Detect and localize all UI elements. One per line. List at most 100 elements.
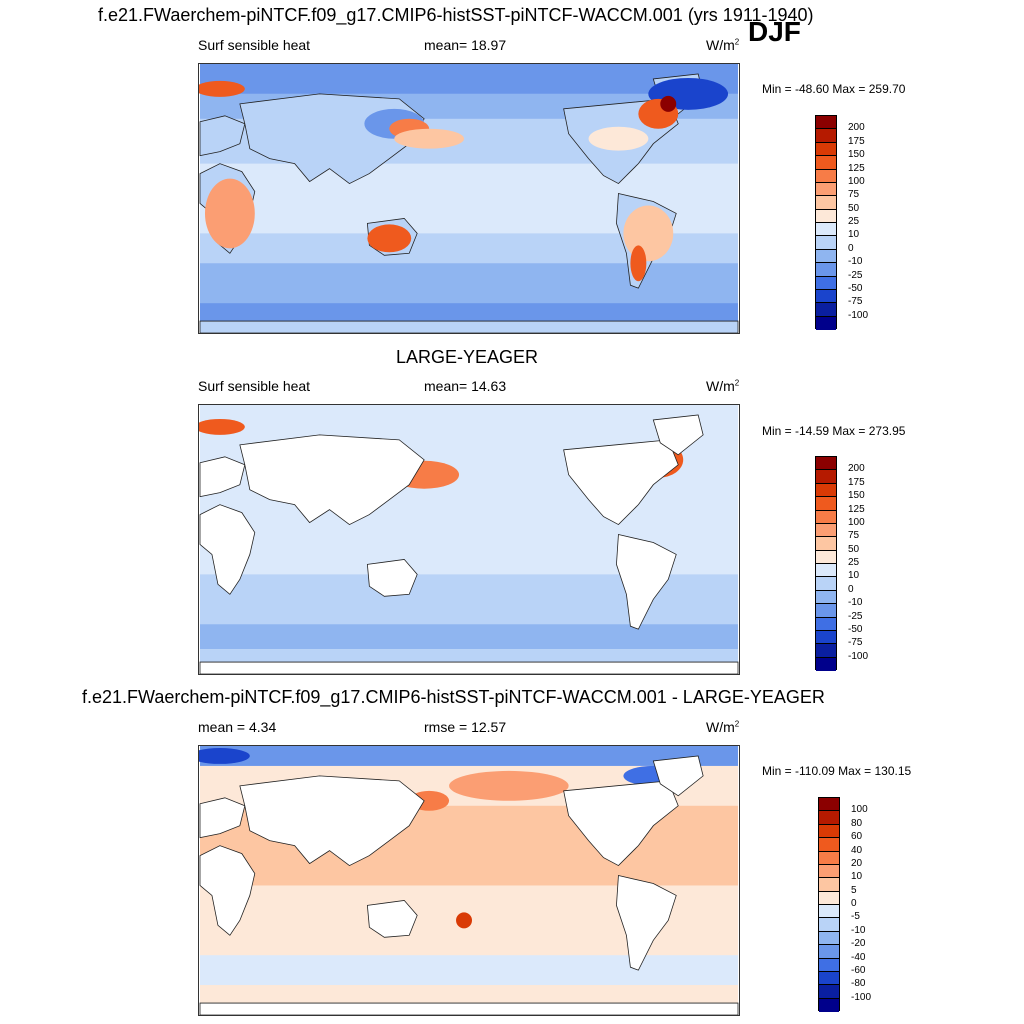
colorbar-tick-label: 40: [851, 844, 863, 856]
colorbar-tick-label: -100: [848, 650, 869, 662]
colorbar-tick-label: 0: [851, 898, 857, 909]
colorbar-segment: [816, 523, 836, 538]
colorbar-tick-label: 100: [848, 175, 865, 187]
colorbar-segment: [819, 918, 839, 932]
colorbar-tick-label: 175: [848, 476, 865, 488]
colorbar-tick-label: -10: [848, 597, 863, 609]
colorbar-segment: [816, 169, 836, 183]
coastline-antarctica: [199, 1002, 739, 1015]
coastline-samerica: [616, 534, 677, 630]
panel1-variable-label: Surf sensible heat: [198, 37, 311, 53]
colorbar-segment: [816, 303, 836, 317]
panel2-colorbar: [815, 456, 837, 671]
coastline-europe: [199, 797, 246, 839]
cold-anomaly: [199, 747, 250, 764]
panel2-map: [198, 404, 740, 675]
panel3-rmse-label: rmse = 12.57: [424, 719, 507, 735]
colorbar-segment: [816, 657, 836, 671]
colorbar-segment: [816, 236, 836, 250]
coastline-greenland: [652, 414, 704, 456]
colorbar-segment: [816, 276, 836, 290]
coastline-asia: [239, 775, 425, 867]
panel3-mean-label: mean = 4.34: [198, 719, 277, 735]
coastline-greenland: [652, 755, 704, 797]
panel1-map: [198, 63, 740, 334]
colorbar-tick-label: -60: [851, 964, 866, 976]
field-patch: [199, 80, 245, 97]
panel2-minmax-label: Min = -14.59 Max = 273.95: [762, 424, 906, 438]
colorbar-segment: [816, 630, 836, 645]
colorbar-segment: [816, 289, 836, 304]
panel1-heading: f.e21.FWaerchem-piNTCF.f09_g17.CMIP6-his…: [98, 5, 814, 25]
field-patch: [204, 178, 255, 249]
colorbar-segment: [819, 798, 839, 812]
field-band: [200, 624, 738, 650]
colorbar-tick-label: 175: [848, 135, 865, 147]
colorbar-segment: [816, 156, 836, 170]
panel3-map: [198, 745, 740, 1016]
field-band: [200, 955, 738, 986]
coastline-australia: [366, 559, 418, 597]
colorbar-tick-label: 50: [848, 543, 860, 555]
coastline-australia: [366, 900, 418, 938]
colorbar-tick-label: 150: [848, 490, 865, 502]
colorbar-tick-label: -100: [851, 991, 872, 1003]
colorbar-tick-label: -100: [848, 309, 869, 321]
colorbar-tick-label: -80: [851, 978, 866, 990]
colorbar-tick-label: -10: [848, 256, 863, 268]
colorbar-tick-label: 10: [851, 871, 863, 883]
colorbar-segment: [816, 316, 836, 330]
colorbar-segment: [816, 263, 836, 277]
colorbar-tick-label: 0: [848, 242, 854, 254]
field-band: [200, 64, 738, 94]
colorbar-segment: [816, 196, 836, 210]
colorbar-segment: [819, 905, 839, 919]
colorbar-segment: [816, 249, 836, 264]
colorbar-tick-label: -50: [848, 623, 863, 635]
colorbar-segment: [819, 891, 839, 905]
panel1-colorbar: [815, 115, 837, 330]
colorbar-segment: [819, 931, 839, 946]
colorbar-tick-label: -10: [851, 924, 866, 936]
field-patch: [449, 770, 569, 801]
colorbar-segment: [816, 129, 836, 143]
colorbar-tick-label: 10: [848, 229, 860, 241]
field-patch: [630, 245, 647, 282]
colorbar-tick-label: 150: [848, 149, 865, 161]
colorbar-tick-label: 20: [851, 857, 863, 869]
panel1-mean-label: mean= 18.97: [424, 37, 507, 53]
colorbar-segment: [816, 497, 836, 511]
max-anomaly: [660, 95, 677, 112]
coastline-samerica: [616, 875, 677, 971]
colorbar-tick-label: -75: [848, 296, 863, 308]
colorbar-tick-label: 125: [848, 503, 865, 515]
colorbar-segment: [819, 811, 839, 825]
colorbar-segment: [819, 958, 839, 972]
colorbar-segment: [819, 851, 839, 865]
colorbar-tick-label: -25: [848, 269, 863, 281]
field-patch: [394, 128, 465, 149]
colorbar-segment: [816, 644, 836, 658]
panel2-variable-label: Surf sensible heat: [198, 378, 311, 394]
colorbar-segment: [816, 564, 836, 578]
coastline-africa: [199, 504, 256, 595]
panel2-units-label: W/m2: [706, 378, 740, 394]
coastline-namerica: [563, 780, 679, 867]
coastline-africa: [199, 845, 256, 936]
colorbar-tick-label: 25: [848, 216, 860, 227]
panel2-mean-label: mean= 14.63: [424, 378, 507, 394]
colorbar-tick-label: 60: [851, 831, 863, 843]
colorbar-tick-label: 100: [851, 804, 868, 816]
warm-anomaly: [456, 912, 472, 929]
field-band: [200, 746, 738, 766]
colorbar-segment: [816, 604, 836, 618]
colorbar-tick-label: 75: [848, 530, 860, 542]
field-patch: [367, 224, 412, 253]
panel3-colorbar: [818, 797, 840, 1012]
colorbar-segment: [816, 116, 836, 130]
colorbar-segment: [816, 590, 836, 605]
colorbar-tick-label: -20: [851, 938, 866, 950]
field-patch: [588, 126, 649, 151]
panel2-heading: LARGE-YEAGER: [396, 347, 539, 367]
colorbar-segment: [819, 864, 839, 879]
